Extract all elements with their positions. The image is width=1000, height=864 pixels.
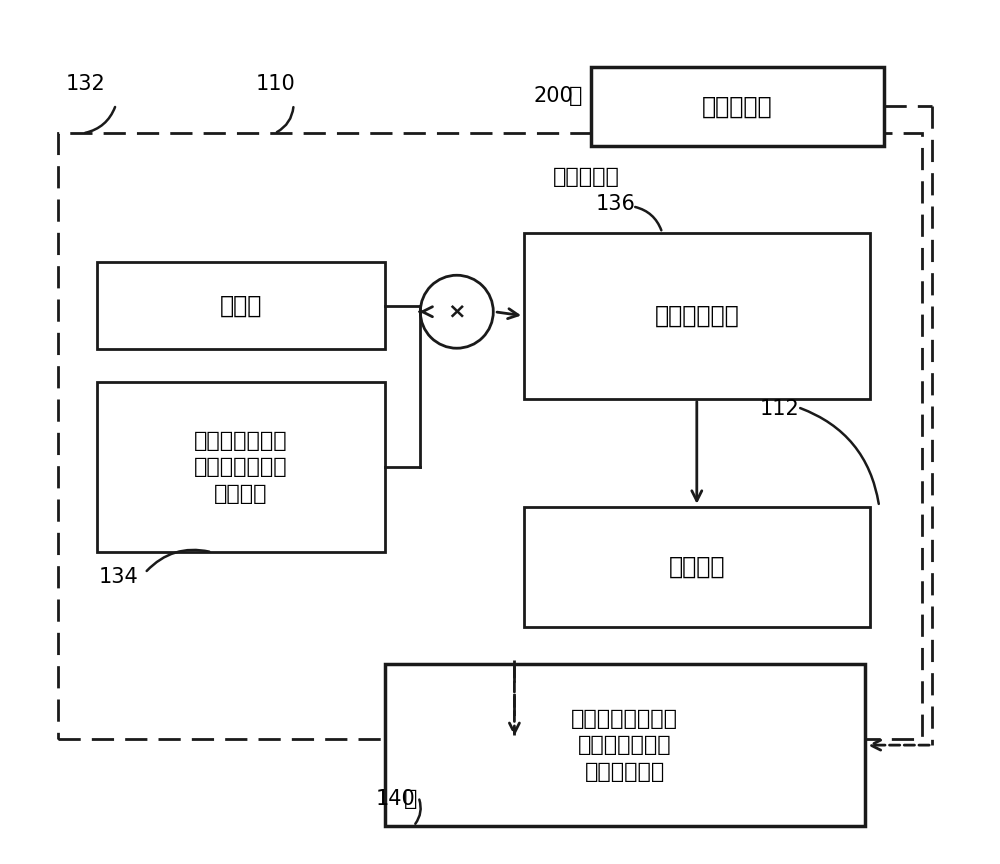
Text: 200: 200 [534, 86, 573, 106]
Text: 134: 134 [99, 567, 138, 588]
Text: 臂式机器人: 臂式机器人 [702, 94, 773, 118]
Text: 112: 112 [759, 399, 799, 419]
Bar [524, 233, 870, 399]
Bar [385, 664, 865, 826]
Text: 预测误差: 预测误差 [669, 555, 725, 579]
Text: 136: 136 [596, 194, 636, 214]
Text: 140: 140 [375, 789, 415, 809]
Text: ～: ～ [569, 86, 582, 106]
Text: 参数处理器: 参数处理器 [553, 167, 620, 187]
Text: 加权项: 加权项 [220, 294, 262, 317]
Text: ×: × [447, 302, 466, 321]
Bar [97, 382, 385, 552]
Text: 机器人关节状态、
速度、驱动力矩
（实测参数）: 机器人关节状态、 速度、驱动力矩 （实测参数） [571, 708, 678, 782]
Bar [524, 506, 870, 627]
Text: ～: ～ [404, 789, 417, 809]
Bar [58, 133, 922, 739]
Bar [591, 67, 884, 146]
Text: 110: 110 [255, 73, 295, 93]
Bar [97, 262, 385, 349]
Text: 估计控制力矩与
测量的关节控制
力矩的差: 估计控制力矩与 测量的关节控制 力矩的差 [194, 431, 288, 504]
Text: 132: 132 [66, 73, 106, 93]
Text: 历史数据信息: 历史数据信息 [654, 304, 739, 327]
